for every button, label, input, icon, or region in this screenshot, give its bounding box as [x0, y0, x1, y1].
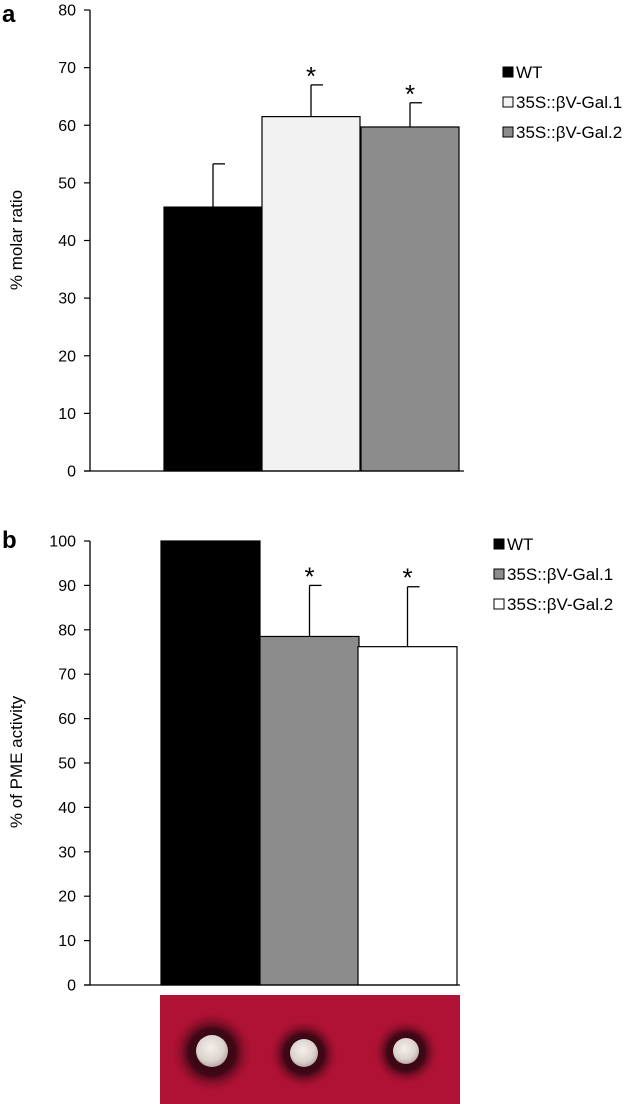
y-tick-label: 80	[58, 622, 76, 639]
panel-a-label: a	[2, 1, 16, 28]
legend-swatch-1	[502, 66, 514, 78]
significance-star-3: *	[402, 563, 412, 593]
y-tick-label: 100	[49, 534, 76, 551]
legend-swatch-3	[502, 126, 514, 138]
legend-swatch-2	[493, 568, 505, 580]
panel-a-y-axis-label: % molar ratio	[7, 190, 26, 290]
y-tick-label: 30	[58, 291, 76, 308]
bar-1	[163, 206, 263, 472]
y-tick-label: 0	[67, 464, 76, 481]
y-tick-label: 40	[58, 800, 76, 817]
y-tick-label: 20	[58, 889, 76, 906]
legend-swatch-2	[502, 96, 514, 108]
significance-star-3: *	[405, 79, 415, 109]
bar-3	[357, 646, 458, 986]
legend-label-2: 35S::βV-Gal.1	[516, 93, 622, 112]
panel-a-chart: a % molar ratio * * 0 10 20 30 40 50 60 70 80 WT 3…	[2, 1, 622, 481]
y-tick-label: 80	[58, 3, 76, 20]
significance-star-2: *	[304, 561, 314, 591]
y-tick-label: 10	[58, 933, 76, 950]
legend-label-3: 35S::βV-Gal.2	[516, 123, 622, 142]
y-tick-label: 70	[58, 60, 76, 77]
legend-swatch-1	[493, 538, 505, 550]
panel-b-chart: b % of PME activity * * 0 10 20 30 40 50 60 70 80…	[2, 527, 613, 995]
bar-2	[261, 116, 361, 472]
panel-b-y-axis-label: % of PME activity	[7, 695, 26, 828]
significance-star-2: *	[306, 61, 316, 91]
bar-2	[259, 635, 360, 986]
y-tick-label: 90	[58, 578, 76, 595]
bar-3	[360, 126, 460, 472]
y-tick-label: 0	[67, 978, 76, 995]
y-tick-label: 60	[58, 118, 76, 135]
y-tick-label: 40	[58, 233, 76, 250]
y-tick-label: 50	[58, 756, 76, 773]
legend-label-3: 35S::βV-Gal.2	[507, 595, 613, 614]
y-tick-label: 30	[58, 844, 76, 861]
legend-label-1: WT	[507, 535, 533, 554]
y-tick-label: 20	[58, 348, 76, 365]
y-tick-label: 50	[58, 175, 76, 192]
y-tick-label: 10	[58, 406, 76, 423]
pme-gel-assay-image	[160, 995, 460, 1104]
gel-well-wt	[170, 1010, 254, 1094]
panel-b-label: b	[2, 527, 17, 554]
legend-label-2: 35S::βV-Gal.1	[507, 565, 613, 584]
gel-well-gal2	[372, 1018, 440, 1086]
bar-1	[160, 540, 261, 986]
legend-label-1: WT	[516, 63, 542, 82]
gel-well-gal1	[268, 1018, 340, 1090]
y-tick-label: 70	[58, 667, 76, 684]
y-tick-label: 60	[58, 711, 76, 728]
legend-swatch-3	[493, 598, 505, 610]
